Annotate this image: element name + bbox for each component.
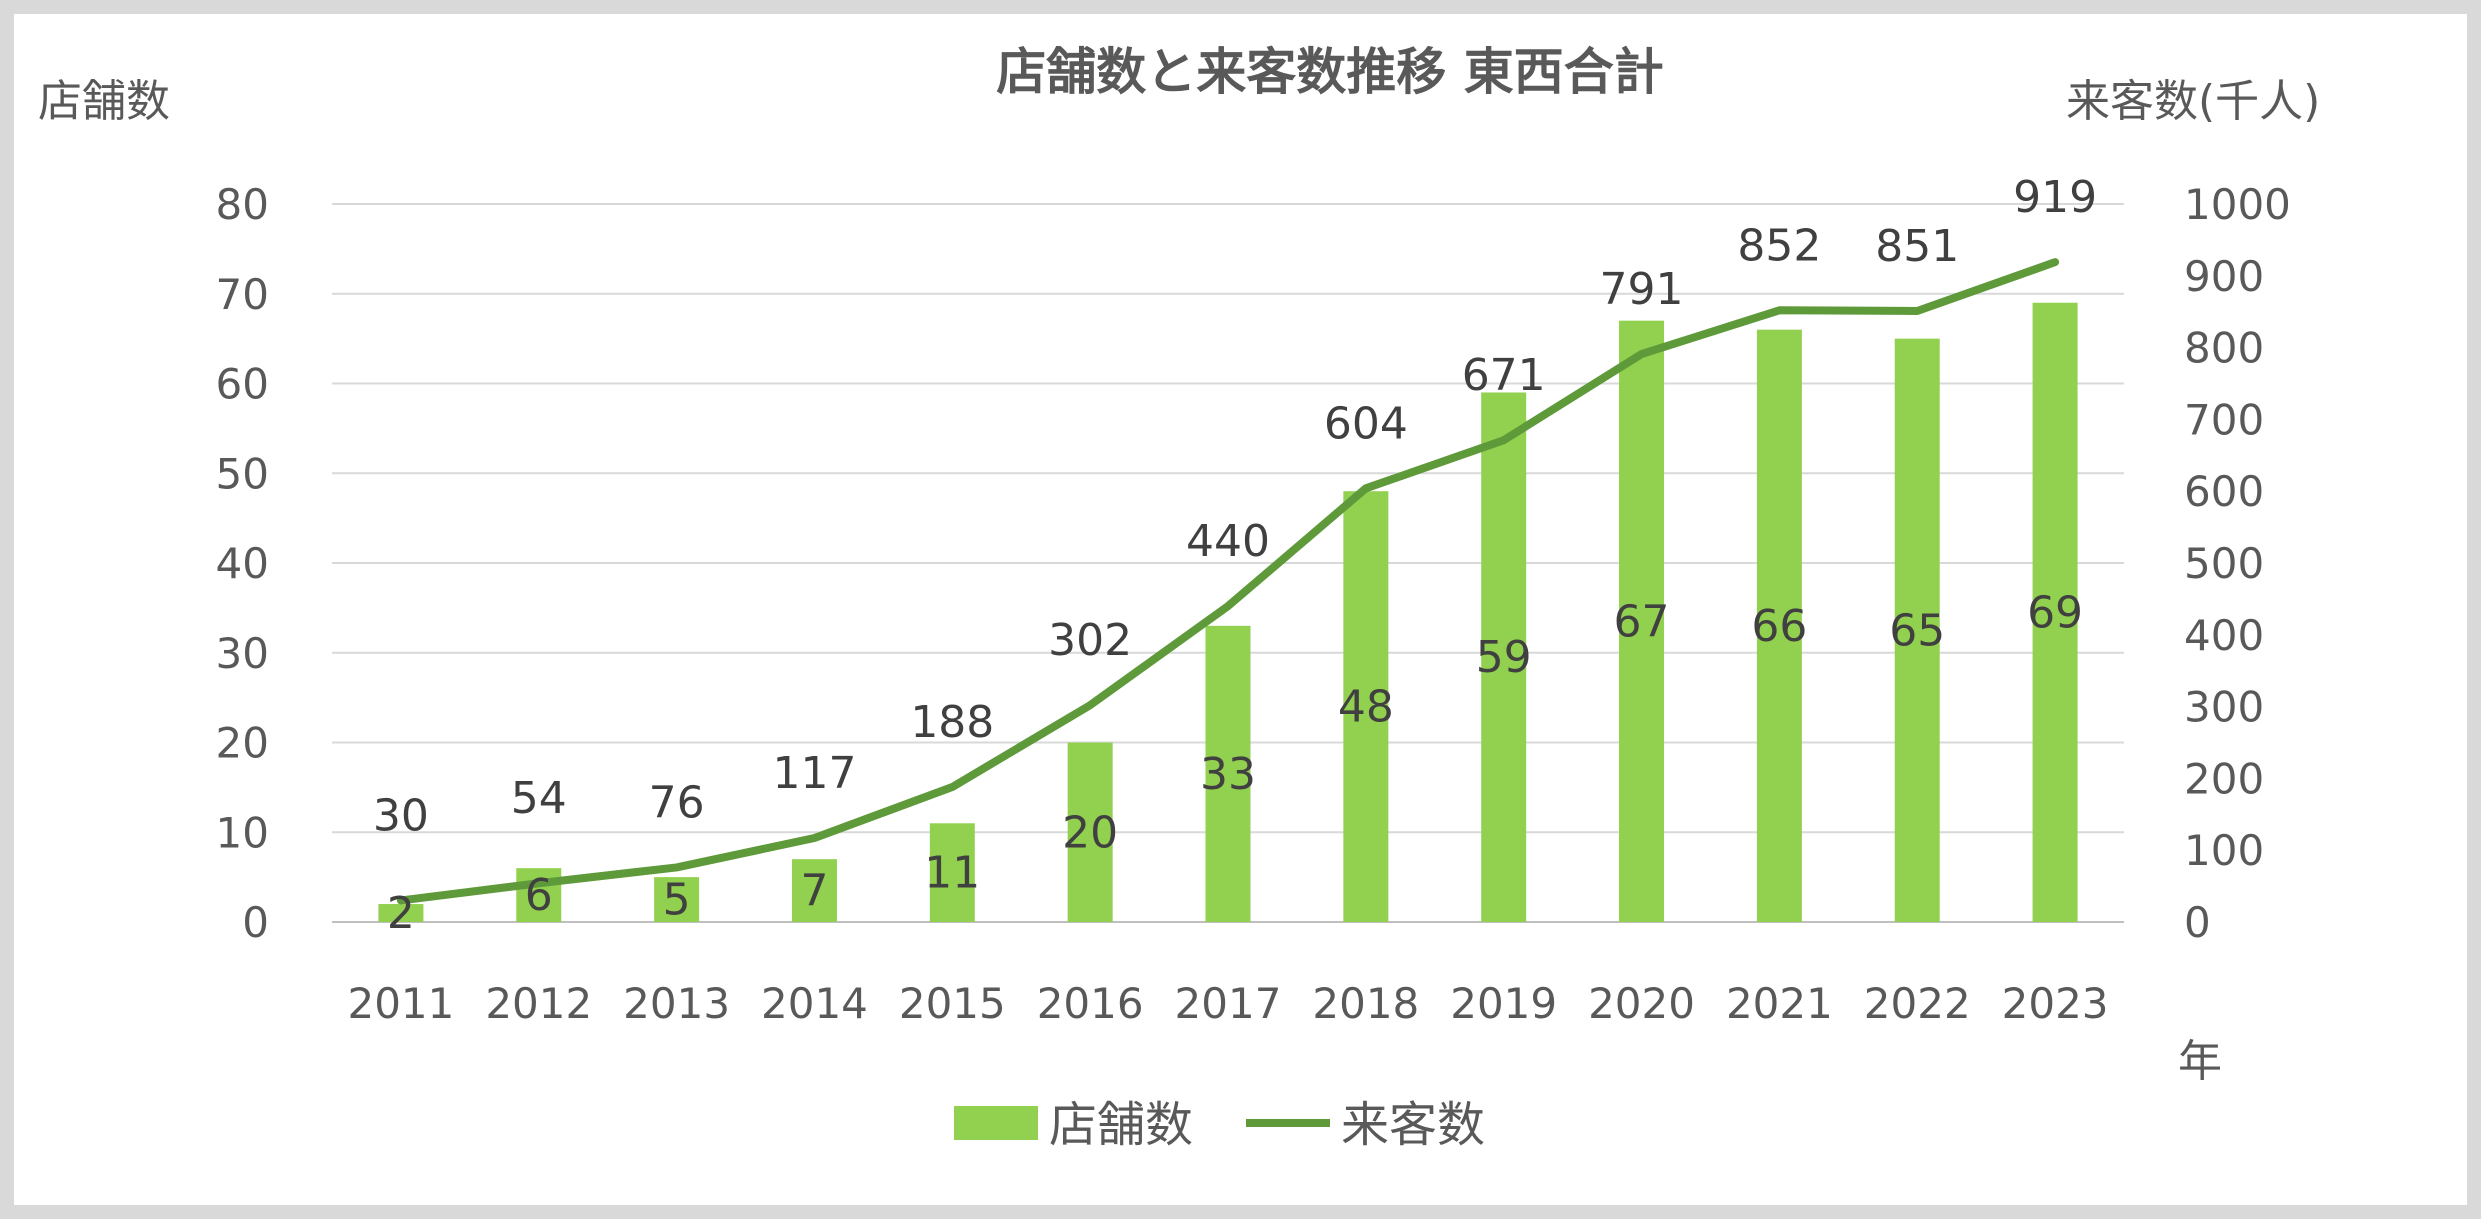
line-path — [396, 258, 2060, 905]
left-axis-title: 店舗数 — [38, 76, 170, 127]
line-data-label: 30 — [373, 790, 429, 841]
x-tick-label: 2011 — [347, 979, 454, 1028]
right-tick-label: 0 — [2184, 898, 2211, 947]
line-series — [396, 258, 2060, 905]
x-tick-label: 2013 — [623, 979, 730, 1028]
left-tick-label: 70 — [216, 270, 269, 319]
bar-data-label: 33 — [1200, 749, 1256, 800]
left-tick-label: 20 — [216, 719, 269, 768]
right-tick-label: 600 — [2184, 467, 2264, 516]
bar — [929, 823, 975, 922]
bar-data-label: 59 — [1476, 632, 1532, 683]
x-tick-label: 2020 — [1588, 979, 1695, 1028]
bar — [1619, 320, 1665, 922]
bar — [1756, 329, 1802, 922]
line-data-label: 440 — [1186, 516, 1270, 567]
line-data-label: 117 — [772, 748, 856, 799]
right-tick-label: 900 — [2184, 252, 2264, 301]
bar-data-label: 6 — [525, 870, 553, 921]
bar — [654, 877, 700, 922]
gridlines — [332, 203, 2124, 923]
left-tick-label: 80 — [216, 180, 269, 229]
right-axis-ticks: 0 100 200 300 400 500 600 700 800 900 1000 — [2184, 180, 2291, 947]
bar — [378, 904, 424, 922]
left-tick-label: 10 — [216, 808, 269, 857]
bar-data-label: 48 — [1338, 682, 1394, 733]
line-data-label: 54 — [511, 773, 567, 824]
line-data-labels: 30 54 76 117 188 302 440 604 671 791 852 851 919 — [373, 172, 2097, 841]
x-tick-label: 2023 — [2002, 979, 2109, 1028]
line-data-label: 604 — [1324, 398, 1408, 449]
bar-series — [378, 302, 2078, 923]
line-data-label: 851 — [1875, 221, 1959, 272]
right-tick-label: 1000 — [2184, 180, 2291, 229]
bar — [1343, 491, 1389, 922]
chart-frame: 店舗数と来客数推移 東西合計 店舗数 来客数(千人) 年 0 10 20 30 40 50… — [14, 14, 2467, 1205]
bar — [1894, 338, 1940, 922]
line-data-label: 302 — [1048, 615, 1132, 666]
legend-label-bar: 店舗数 — [1049, 1097, 1193, 1153]
chart: 店舗数と来客数推移 東西合計 店舗数 来客数(千人) 年 01020304050… — [38, 43, 2320, 1153]
line-data-label: 76 — [649, 777, 705, 828]
x-tick-label: 2018 — [1312, 979, 1419, 1028]
x-axis-title: 年 — [2178, 1036, 2222, 1087]
bar-data-label: 20 — [1062, 807, 1118, 858]
x-tick-label: 2021 — [1726, 979, 1833, 1028]
bar — [2032, 302, 2078, 923]
x-tick-label: 2019 — [1450, 979, 1557, 1028]
line-data-label: 852 — [1737, 220, 1821, 271]
legend: 店舗数 来客数 — [954, 1097, 1485, 1153]
left-tick-label: 30 — [216, 629, 269, 678]
left-axis-ticks: 0 10 20 30 40 50 60 70 80 — [216, 180, 269, 947]
bar — [791, 859, 837, 922]
x-tick-label: 2015 — [899, 979, 1006, 1028]
bar-data-label: 2 — [387, 888, 415, 939]
left-tick-label: 60 — [216, 360, 269, 409]
left-tick-label: 40 — [216, 539, 269, 588]
x-tick-label: 2014 — [761, 979, 868, 1028]
bar-data-label: 5 — [663, 875, 691, 926]
bar — [1205, 625, 1251, 922]
line-data-label: 188 — [910, 697, 994, 748]
x-tick-label: 2016 — [1037, 979, 1144, 1028]
right-tick-label: 100 — [2184, 826, 2264, 875]
bar — [516, 868, 562, 922]
x-tick-label: 2017 — [1175, 979, 1282, 1028]
right-axis-title: 来客数(千人) — [2066, 76, 2320, 127]
right-tick-label: 400 — [2184, 611, 2264, 660]
chart-title: 店舗数と来客数推移 東西合計 — [996, 43, 1663, 101]
left-tick-label: 0 — [242, 898, 269, 947]
legend-swatch-bar — [954, 1106, 1038, 1140]
line-data-label: 671 — [1462, 350, 1546, 401]
bar-data-label: 66 — [1751, 601, 1807, 652]
right-tick-label: 800 — [2184, 324, 2264, 373]
line-data-label: 791 — [1600, 264, 1684, 315]
legend-label-line: 来客数 — [1341, 1097, 1485, 1153]
bar-data-label: 67 — [1614, 596, 1670, 647]
right-tick-label: 300 — [2184, 683, 2264, 732]
x-axis-ticks: 2011 2012 2013 2014 2015 2016 2017 2018 2019 2020… — [347, 979, 2108, 1028]
bar-data-label: 69 — [2027, 587, 2083, 638]
x-tick-label: 2012 — [485, 979, 592, 1028]
right-tick-label: 200 — [2184, 754, 2264, 803]
x-tick-label: 2022 — [1864, 979, 1971, 1028]
bar — [1481, 392, 1527, 923]
left-tick-label: 50 — [216, 449, 269, 498]
right-tick-label: 500 — [2184, 539, 2264, 588]
line-data-label: 919 — [2013, 172, 2097, 223]
bar — [1067, 742, 1113, 922]
bar-data-label: 11 — [924, 848, 980, 899]
bar-data-label: 65 — [1889, 605, 1945, 656]
bar-data-label: 7 — [800, 866, 828, 917]
right-tick-label: 700 — [2184, 395, 2264, 444]
